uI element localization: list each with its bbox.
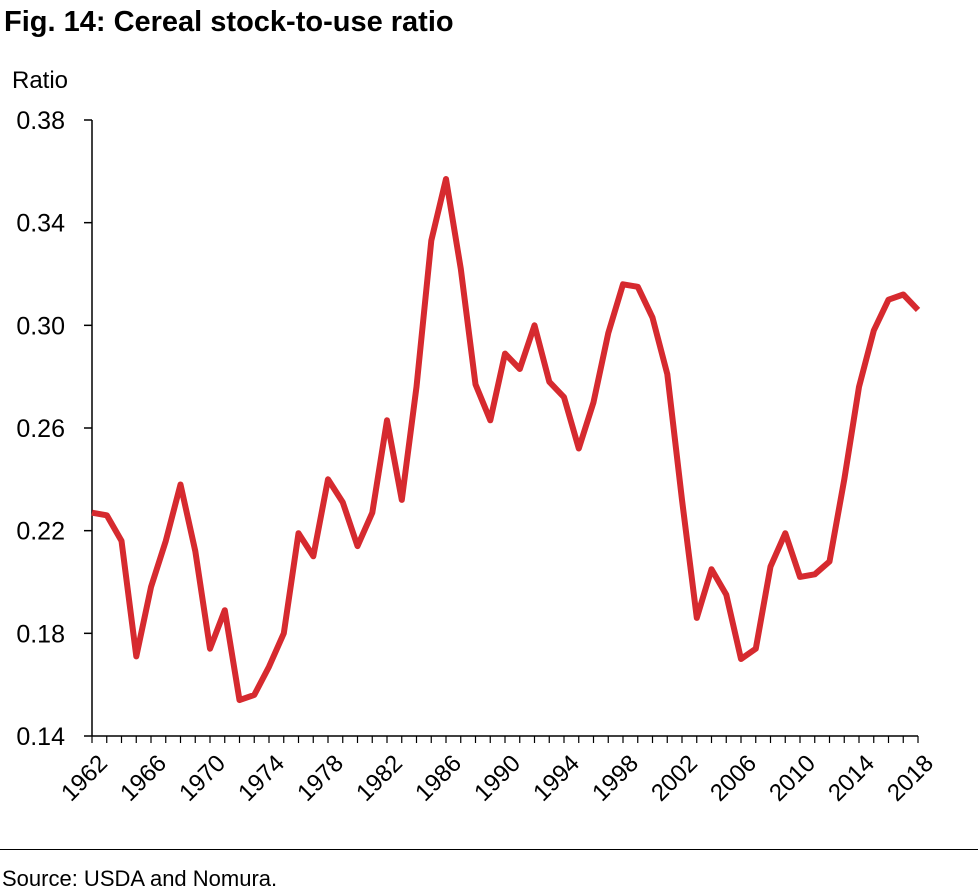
x-tick-labels: 1962 1966 1970 1974 1978 1982 1986 1990 1994 1998…: [56, 750, 939, 807]
series-line: [91, 176, 921, 704]
series-group: [91, 176, 921, 704]
axes: [84, 119, 919, 743]
y-tick-label: 0.18: [16, 620, 65, 648]
x-tick-label: 2014: [823, 750, 880, 807]
footer-divider: [0, 849, 978, 850]
y-tick-label: 0.26: [16, 415, 65, 443]
x-tick-label: 1966: [115, 750, 172, 807]
x-tick-label: 1974: [233, 750, 290, 807]
x-tick-label: 1994: [528, 750, 585, 807]
x-tick-label: 1970: [174, 750, 231, 807]
y-tick-label: 0.38: [16, 107, 65, 135]
chart-title: Fig. 14: Cereal stock-to-use ratio: [4, 6, 454, 38]
y-tick-label: 0.30: [16, 312, 65, 340]
x-tick-label: 1982: [351, 750, 408, 807]
y-tick-label: 0.14: [16, 723, 65, 751]
source-note: Source: USDA and Nomura.: [2, 866, 278, 891]
x-tick-label: 2002: [646, 750, 703, 807]
x-tick-label: 2010: [764, 750, 821, 807]
y-tick-label: 0.22: [16, 518, 65, 546]
x-tick-label: 1978: [292, 750, 349, 807]
y-tick-label: 0.34: [16, 210, 65, 238]
x-tick-label: 1962: [56, 750, 113, 807]
x-tick-label: 1990: [469, 750, 526, 807]
y-tick-labels: 0.14 0.18 0.22 0.26 0.30 0.34 0.38: [16, 107, 65, 751]
x-tick-label: 2018: [882, 750, 939, 807]
x-tick-label: 1986: [410, 750, 467, 807]
x-tick-label: 2006: [705, 750, 762, 807]
x-tick-label: 1998: [587, 750, 644, 807]
y-axis-label: Ratio: [12, 67, 68, 94]
line-chart: Ratio 0.140.180.220.260.300.340.38 1962 1…: [12, 67, 939, 807]
